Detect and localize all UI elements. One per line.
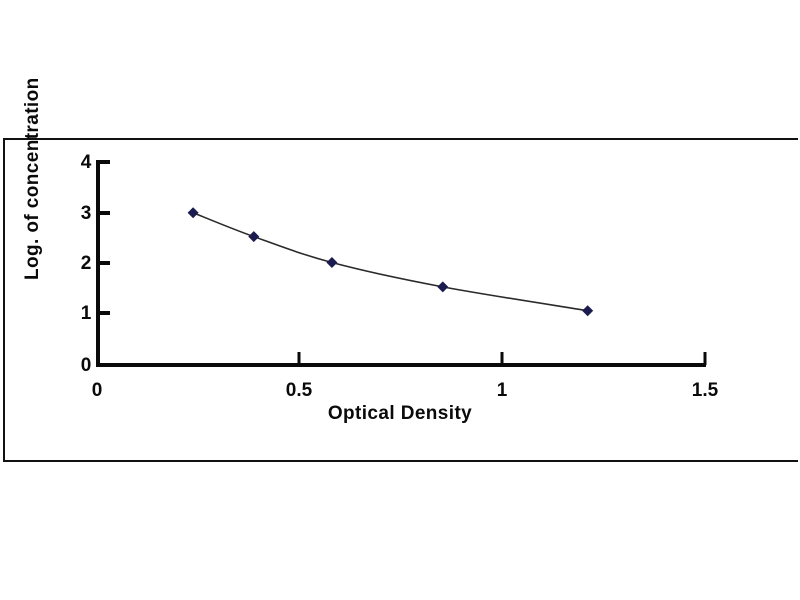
- y-tick-label-1: 1: [80, 303, 92, 324]
- data-point-1: [187, 207, 199, 219]
- x-tick-label-0: 0: [91, 380, 103, 401]
- y-axis-ticks: [98, 160, 110, 315]
- x-axis-ticks: [297, 352, 707, 365]
- standard-curve-line: [192, 212, 588, 312]
- data-point-5: [582, 305, 594, 317]
- data-point-4: [437, 281, 449, 293]
- x-tick-label-1: 1: [496, 380, 508, 401]
- data-point-2: [248, 231, 260, 243]
- y-tick-label-0: 0: [80, 355, 92, 376]
- x-tick-label-1p5: 1.5: [691, 380, 719, 401]
- y-tick-label-3: 3: [80, 203, 92, 224]
- data-point-3: [326, 256, 338, 268]
- chart-frame-border: [3, 138, 798, 462]
- y-tick-label-2: 2: [80, 253, 92, 274]
- data-point-markers: [187, 207, 594, 317]
- y-tick-label-4: 4: [80, 152, 92, 173]
- x-tick-label-0p5: 0.5: [285, 380, 313, 401]
- x-axis-title: Optical Density: [327, 403, 473, 424]
- y-axis-title: Log. of concentration: [22, 77, 43, 280]
